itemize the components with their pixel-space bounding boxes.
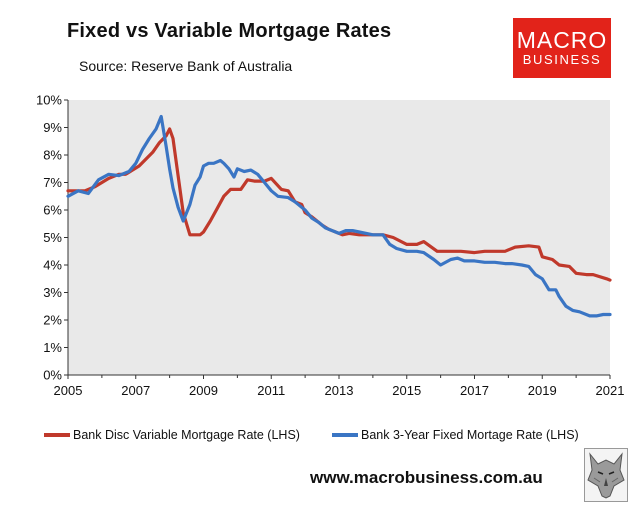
x-tick-label: 2007	[121, 383, 150, 398]
legend-label-variable: Bank Disc Variable Mortgage Rate (LHS)	[73, 428, 300, 442]
chart-legend: Bank Disc Variable Mortgage Rate (LHS) B…	[44, 428, 604, 446]
wolf-logo-icon	[584, 448, 628, 502]
x-tick-label: 2013	[325, 383, 354, 398]
chart-subtitle: Source: Reserve Bank of Australia	[79, 58, 293, 74]
x-tick-label: 2021	[596, 383, 625, 398]
logo-line-2: BUSINESS	[522, 52, 602, 67]
y-tick-label: 3%	[43, 285, 62, 300]
x-tick-label: 2019	[528, 383, 557, 398]
y-tick-label: 6%	[43, 203, 62, 218]
series-line-fixed	[66, 114, 612, 318]
website-url: www.macrobusiness.com.au	[310, 468, 543, 487]
legend-swatch-fixed	[332, 433, 358, 437]
y-tick-label: 10%	[36, 93, 62, 108]
macrobusiness-logo: MACRO BUSINESS	[513, 18, 611, 78]
y-tick-label: 7%	[43, 175, 62, 190]
legend-swatch-variable	[44, 433, 70, 437]
y-tick-label: 4%	[43, 258, 62, 273]
x-tick-label: 2011	[257, 383, 285, 398]
x-tick-label: 2005	[54, 383, 83, 398]
y-tick-label: 1%	[43, 340, 62, 355]
y-tick-label: 9%	[43, 120, 62, 135]
legend-item-variable: Bank Disc Variable Mortgage Rate (LHS)	[44, 428, 300, 442]
y-tick-label: 5%	[43, 230, 62, 245]
x-tick-label: 2009	[189, 383, 218, 398]
y-tick-label: 0%	[43, 368, 62, 383]
y-tick-label: 2%	[43, 313, 62, 328]
line-chart: 0% 1% 2% 3% 4% 5% 6% 7% 8% 9% 10% 2005 2007 2009 2011 2…	[36, 93, 625, 399]
logo-line-1: MACRO	[516, 27, 608, 53]
legend-label-fixed: Bank 3-Year Fixed Mortage Rate (LHS)	[361, 428, 579, 442]
x-tick-label: 2015	[392, 383, 421, 398]
y-tick-label: 8%	[43, 148, 62, 163]
x-tick-label: 2017	[460, 383, 489, 398]
chart-title: Fixed vs Variable Mortgage Rates	[67, 20, 392, 42]
legend-item-fixed: Bank 3-Year Fixed Mortage Rate (LHS)	[332, 428, 579, 442]
